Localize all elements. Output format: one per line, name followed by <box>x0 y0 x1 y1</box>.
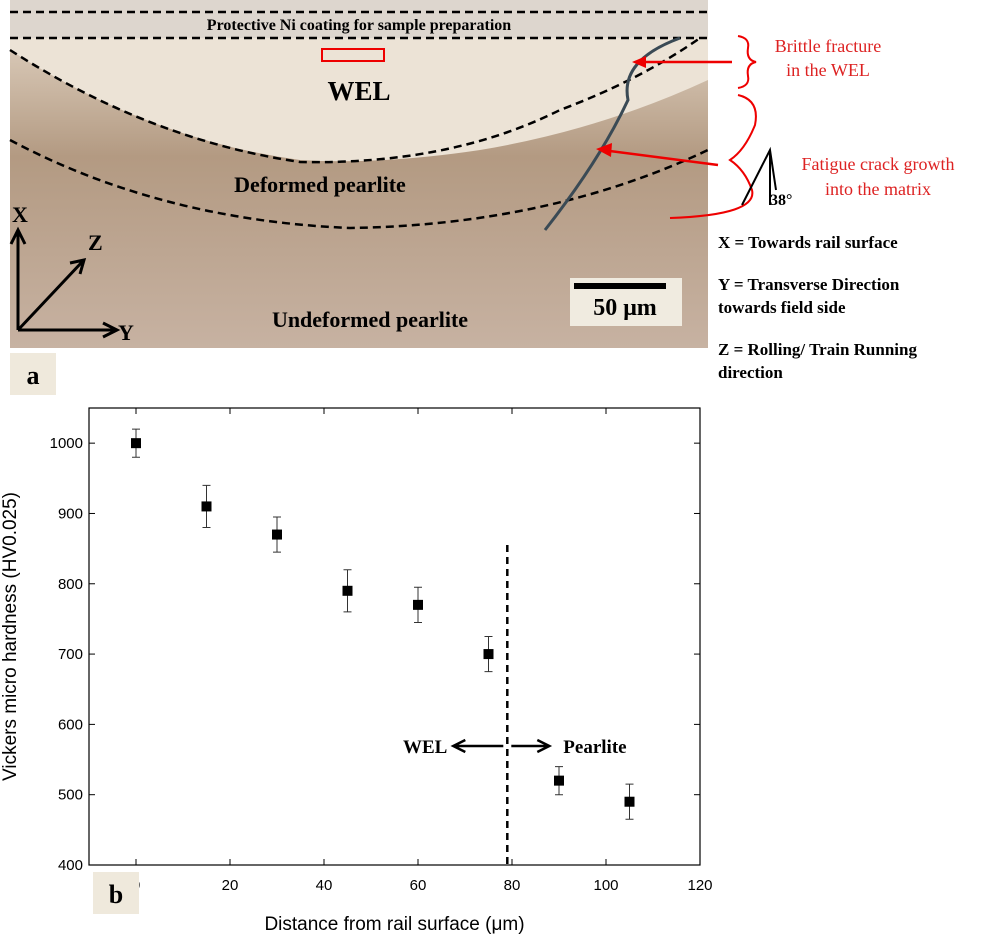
x-tick-label: 120 <box>687 877 712 894</box>
legend-text: Y = Transverse Direction <box>718 275 900 294</box>
wel-label: WEL <box>327 76 390 106</box>
data-point <box>554 776 564 786</box>
legend-text: Z = Rolling/ Train Running <box>718 340 917 359</box>
y-tick-label: 1000 <box>50 435 83 452</box>
x-tick-label: 100 <box>593 877 618 894</box>
y-tick-label: 500 <box>58 787 83 804</box>
data-point <box>202 501 212 511</box>
legend-text: towards field side <box>718 298 846 317</box>
y-tick-label: 800 <box>58 576 83 593</box>
data-point <box>131 438 141 448</box>
y-tick-label: 600 <box>58 716 83 733</box>
data-point <box>272 530 282 540</box>
axis-y-label: Y <box>118 320 134 345</box>
page: Protective Ni coating for sample prepara… <box>0 0 993 947</box>
axis-x-label: X <box>12 202 28 227</box>
figure: Protective Ni coating for sample prepara… <box>0 0 993 942</box>
deformed-label: Deformed pearlite <box>234 172 406 197</box>
data-point <box>413 600 423 610</box>
region-label: Pearlite <box>563 737 626 758</box>
undeformed-label: Undeformed pearlite <box>272 307 468 332</box>
x-tick-label: 40 <box>316 877 333 894</box>
y-tick-label: 900 <box>58 505 83 522</box>
legend-text: direction <box>718 363 783 382</box>
brace <box>738 36 756 88</box>
y-tick-label: 700 <box>58 646 83 663</box>
brittle-text: Brittle fracture <box>775 36 881 56</box>
region-arrow <box>453 740 503 752</box>
coating-label: Protective Ni coating for sample prepara… <box>207 17 511 34</box>
legend-text: X = Towards rail surface <box>718 233 898 252</box>
axis-z-label: Z <box>88 230 103 255</box>
fatigue-text: into the matrix <box>825 179 931 199</box>
hardness-chart: 0204060801001204005006007008009001000Dis… <box>0 408 713 935</box>
fatigue-text: Fatigue crack growth <box>802 154 955 174</box>
y-axis-label: Vickers micro hardness (HV0.025) <box>0 492 21 781</box>
x-tick-label: 80 <box>504 877 521 894</box>
scale-label: 50 μm <box>593 295 657 321</box>
plot-frame <box>89 408 700 865</box>
panel-label: a <box>27 361 40 390</box>
x-axis-label: Distance from rail surface (μm) <box>264 914 524 935</box>
x-tick-label: 60 <box>410 877 427 894</box>
panel-label: b <box>109 880 123 909</box>
region-label: WEL <box>403 737 447 758</box>
data-point <box>484 649 494 659</box>
brittle-text: in the WEL <box>786 60 870 80</box>
data-point <box>625 797 635 807</box>
y-tick-label: 400 <box>58 857 83 874</box>
region-arrow <box>511 740 549 752</box>
micrograph: Protective Ni coating for sample prepara… <box>10 0 708 395</box>
data-point <box>343 586 353 596</box>
angle-label: 38° <box>770 192 792 209</box>
x-tick-label: 20 <box>222 877 239 894</box>
